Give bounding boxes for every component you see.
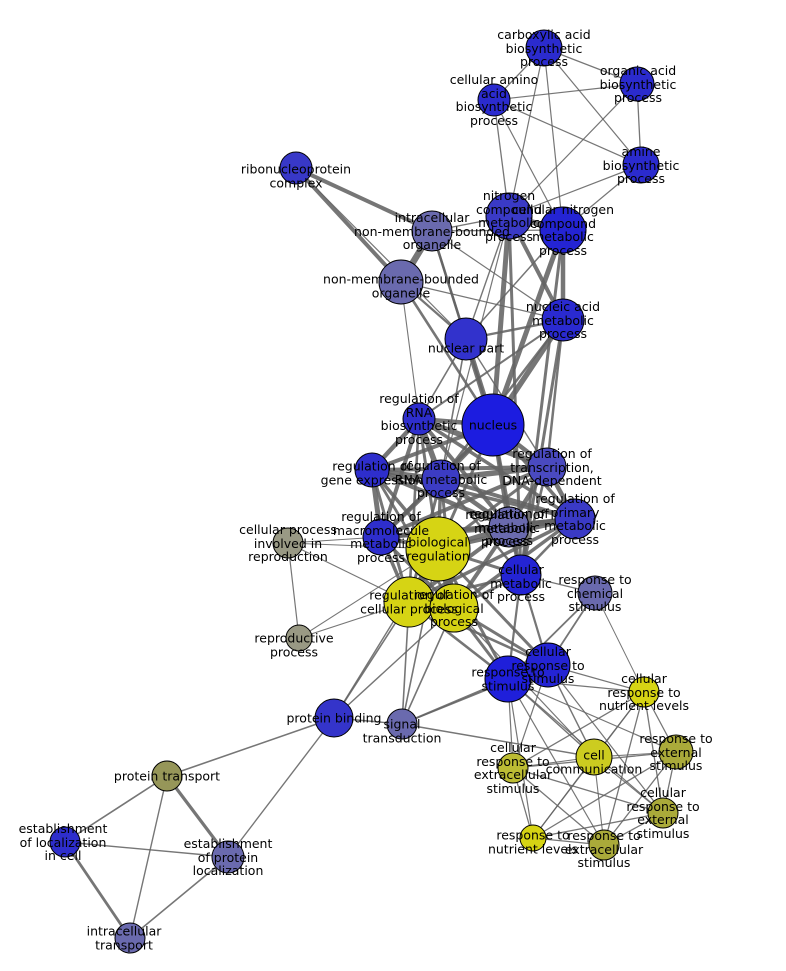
graph-node[interactable] (49, 826, 81, 858)
graph-edge (63, 840, 132, 940)
graph-edge (129, 775, 168, 939)
graph-edge (594, 592, 645, 693)
graph-node[interactable] (588, 829, 620, 861)
graph-node[interactable] (619, 66, 655, 102)
graph-edge (401, 723, 595, 758)
graph-node[interactable] (354, 452, 390, 488)
graph-node[interactable] (211, 840, 245, 874)
graph-edge (512, 767, 605, 846)
graph-node[interactable] (314, 698, 354, 738)
graph-node[interactable] (386, 708, 418, 740)
graph-node[interactable] (444, 317, 488, 361)
graph-node[interactable] (525, 642, 571, 688)
graph-edge (418, 319, 564, 420)
graph-node[interactable] (647, 797, 679, 829)
graph-edge (508, 164, 642, 217)
graph-edge (532, 812, 664, 839)
graph-node[interactable] (554, 498, 596, 540)
graph-node[interactable] (519, 824, 547, 852)
graph-edge (165, 774, 230, 859)
graph-node[interactable] (405, 516, 471, 582)
graph-node[interactable] (378, 259, 424, 305)
graph-edge (512, 767, 664, 814)
graph-edge (547, 664, 664, 814)
graph-edge (519, 228, 565, 577)
graph-node[interactable] (429, 583, 479, 633)
graph-edge (603, 691, 645, 846)
graph-edge (465, 229, 564, 340)
graph-edge (64, 841, 229, 858)
graph-edge (166, 717, 335, 777)
graph-node[interactable] (628, 676, 660, 708)
graph-node[interactable] (527, 447, 567, 487)
graph-node[interactable] (272, 527, 304, 559)
graph-edge (370, 465, 549, 472)
graph-node[interactable] (411, 210, 453, 252)
graph-node[interactable] (362, 518, 400, 556)
graph-node[interactable] (541, 298, 585, 342)
graph-node[interactable] (151, 760, 183, 792)
graph-edge (603, 751, 677, 846)
graph-node[interactable] (383, 576, 435, 628)
graph-node[interactable] (539, 206, 587, 254)
graph-edge (508, 83, 638, 217)
graph-node[interactable] (500, 554, 542, 596)
graph-node[interactable] (285, 624, 313, 652)
graph-node[interactable] (485, 192, 533, 240)
graph-edge (333, 607, 455, 719)
graph-edge (129, 856, 229, 939)
graph-edge (493, 83, 638, 101)
graph-edge (407, 517, 577, 604)
graph-edge (400, 281, 420, 420)
graph-node[interactable] (575, 738, 613, 776)
graph-edge (407, 417, 421, 604)
graph-node[interactable] (577, 575, 613, 611)
node-group (49, 29, 694, 954)
graph-edge (431, 230, 564, 321)
graph-edge (294, 166, 403, 284)
graph-edge (287, 542, 300, 639)
graph-edge (440, 338, 467, 480)
graph-edge (370, 468, 577, 521)
graph-node[interactable] (484, 655, 532, 703)
graph-edge (507, 678, 677, 753)
graph-node[interactable] (114, 922, 146, 954)
graph-edge (512, 691, 645, 769)
graph-edge (295, 167, 467, 340)
graph-node[interactable] (622, 146, 660, 184)
graph-edge (493, 99, 564, 231)
graph-edge (294, 166, 434, 233)
graph-node[interactable] (488, 506, 530, 548)
graph-edge (417, 417, 511, 529)
graph-node[interactable] (497, 752, 529, 784)
edge-group (63, 47, 677, 940)
graph-edge (64, 775, 168, 843)
graph-edge (379, 465, 549, 539)
graph-edge (643, 691, 664, 814)
graph-edge (508, 47, 545, 217)
graph-edge (227, 717, 335, 858)
graph-edge (543, 47, 564, 231)
graph-node[interactable] (402, 402, 436, 436)
graph-node[interactable] (461, 393, 525, 457)
graph-edge (369, 467, 512, 530)
graph-edge (543, 47, 642, 166)
graph-node[interactable] (658, 734, 694, 770)
graph-node[interactable] (525, 29, 563, 67)
graph-node[interactable] (421, 459, 461, 499)
graph-edge (400, 281, 564, 321)
graph-edge (490, 213, 512, 428)
graph-node[interactable] (477, 83, 511, 117)
graph-node[interactable] (279, 151, 313, 185)
graph-edge (493, 99, 642, 166)
